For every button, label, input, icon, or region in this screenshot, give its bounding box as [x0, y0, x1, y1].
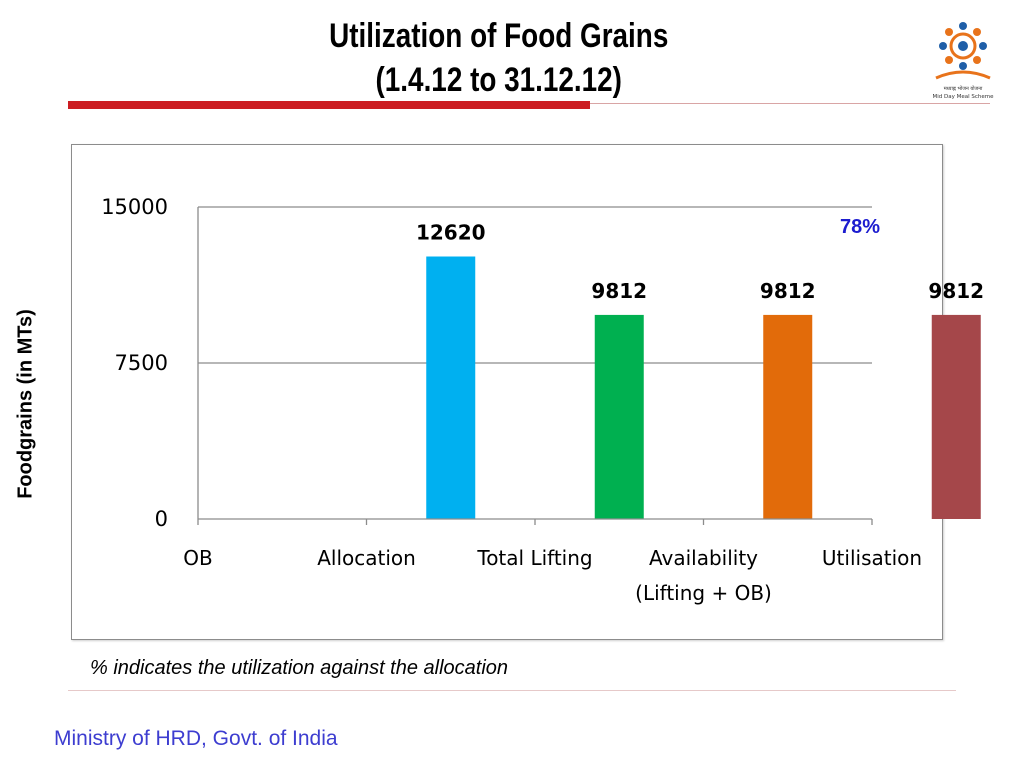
bar: [763, 314, 813, 519]
data-label: 9812: [928, 279, 984, 303]
utilization-percent-annotation: 78%: [840, 216, 880, 238]
x-tick-label: Allocation: [317, 546, 416, 570]
slide-title: Utilization of Food Grains (1.4.12 to 31…: [89, 14, 909, 102]
mid-day-meal-logo: मध्याह्न भोजन योजना Mid Day Meal Scheme: [932, 22, 994, 100]
x-tick-label: Total Lifting: [476, 546, 592, 570]
x-tick-label: Utilisation: [822, 546, 922, 570]
y-tick-label: 7500: [115, 351, 168, 375]
data-label: 9812: [760, 279, 816, 303]
title-underline-red: [68, 101, 590, 109]
x-tick-label: (Lifting + OB): [635, 581, 772, 605]
x-tick-label: Availability: [649, 546, 758, 570]
bars: [426, 256, 981, 519]
data-label: 9812: [591, 279, 647, 303]
bar: [426, 256, 476, 519]
footnote: % indicates the utilization against the …: [90, 657, 509, 679]
axes: 0 7500 15000 OB Allocation 12620 Total Lifting…: [101, 195, 984, 605]
logo-english-text: Mid Day Meal Scheme: [932, 94, 994, 100]
bar: [931, 314, 981, 519]
y-tick-label: 0: [155, 507, 168, 531]
slide-title-line2: (1.4.12 to 31.12.12): [375, 61, 622, 99]
ministry-footer: Ministry of HRD, Govt. of India: [54, 727, 338, 750]
data-label: 12620: [416, 221, 486, 245]
x-tick-label: OB: [183, 546, 212, 570]
title-underline-thin: [590, 103, 990, 104]
gridlines: [198, 206, 872, 364]
logo-hindi-text: मध्याह्न भोजन योजना: [944, 85, 983, 92]
logo-emblem-icon: [935, 22, 991, 80]
y-tick-label: 15000: [101, 195, 168, 219]
bar: [594, 314, 644, 519]
footer-divider: [68, 690, 956, 691]
y-axis-label: Foodgrains (in MTs): [14, 309, 37, 499]
slide-title-line1: Utilization of Food Grains: [329, 17, 669, 55]
